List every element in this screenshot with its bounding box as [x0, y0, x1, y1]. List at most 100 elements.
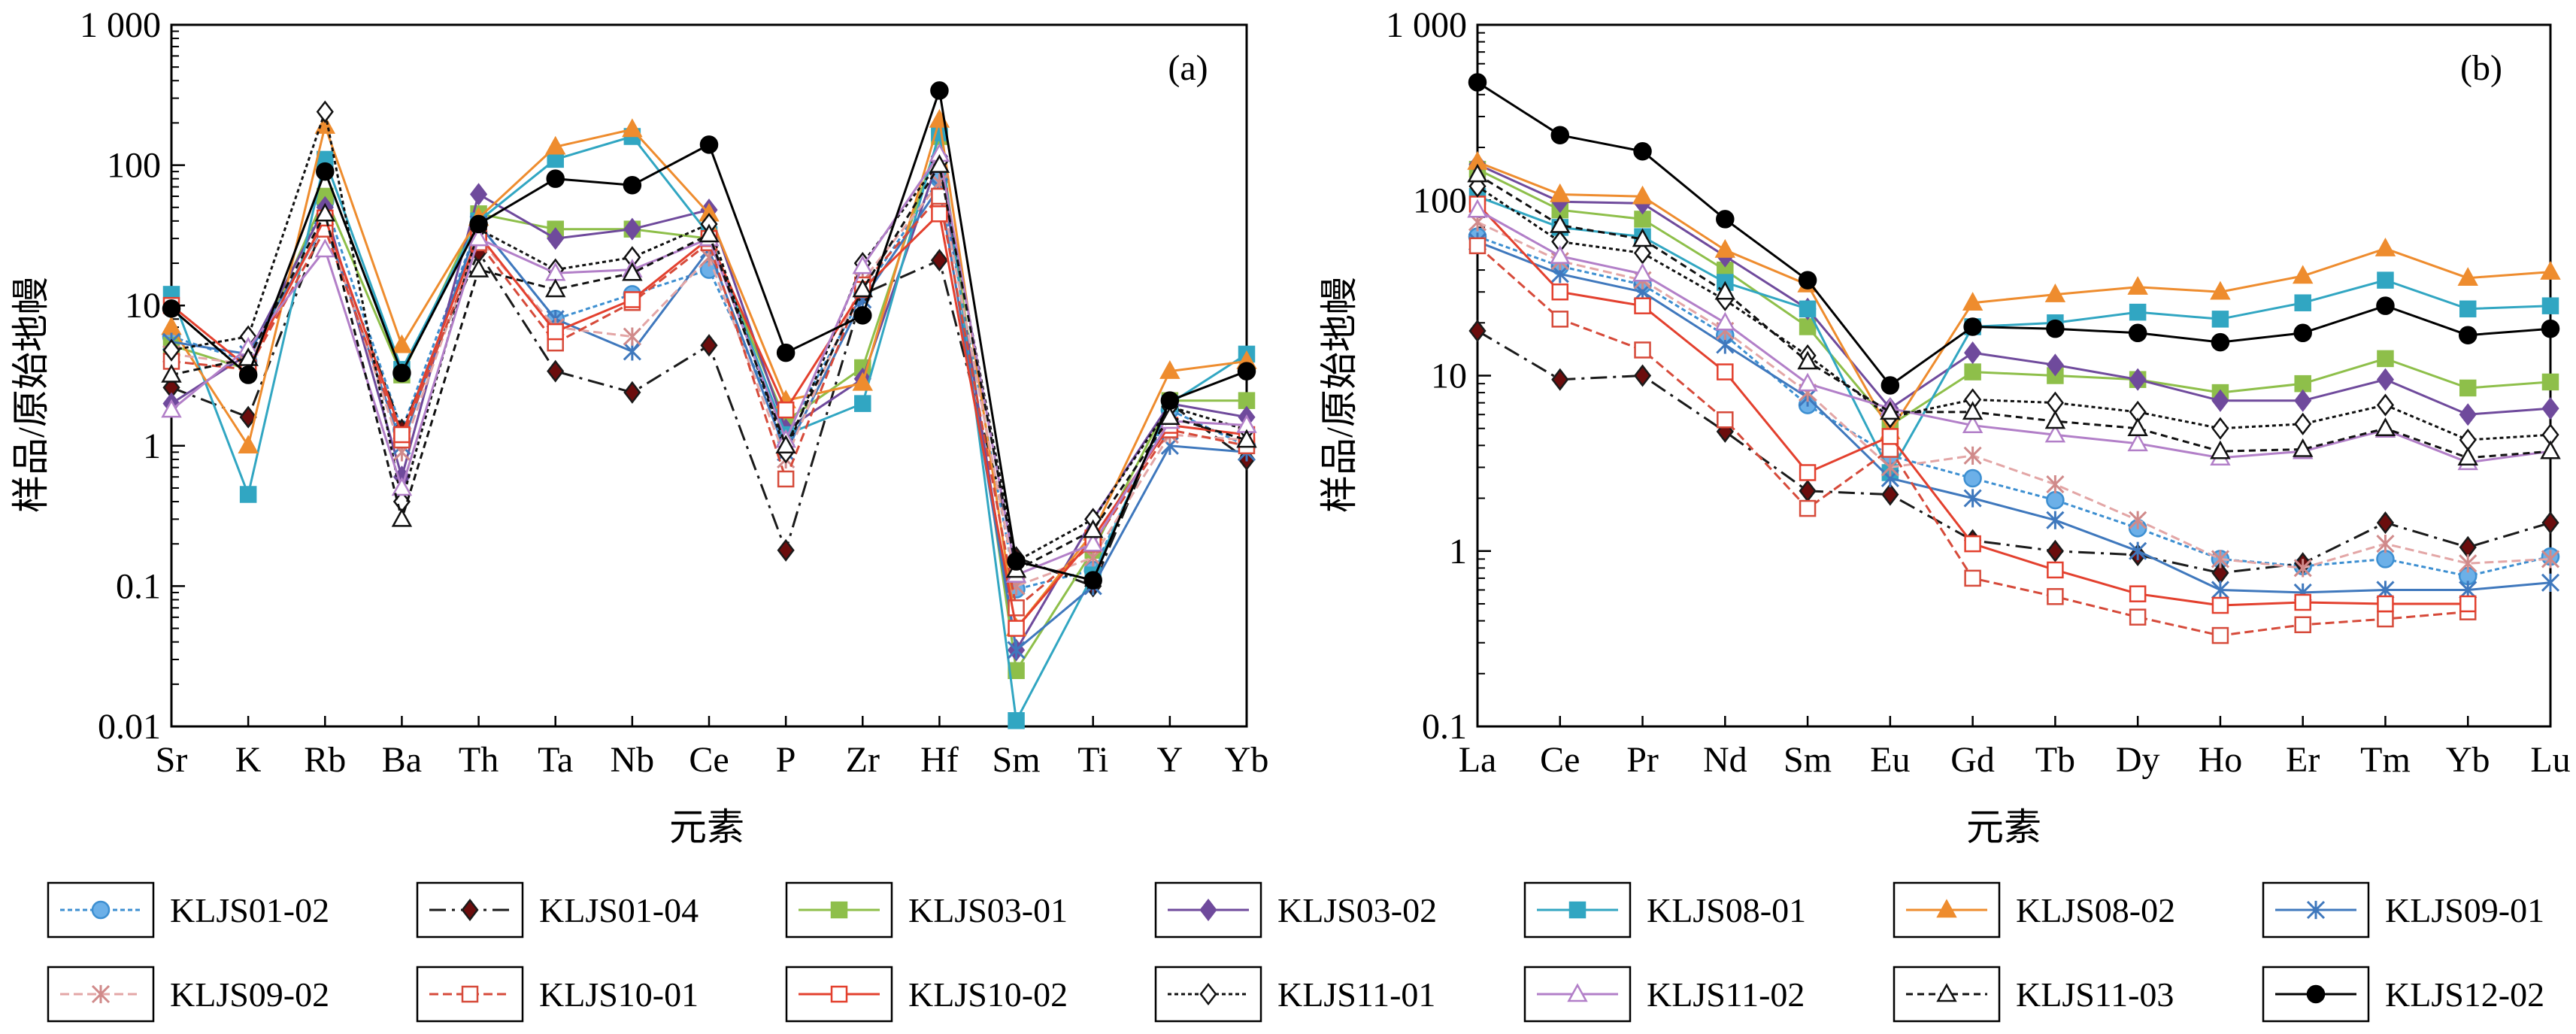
panel-b-point-kljs11-01-pr — [1633, 241, 1652, 265]
panel-a-point-kljs12-02-zr — [853, 306, 872, 325]
panel-a-point-kljs12-02-ce — [699, 135, 719, 154]
panel-a-point-kljs11-03-ce — [699, 223, 720, 243]
panel-a-spider-diagram: (a) 样品/原始地幔 元素 0.01 0.1 1 10 100 1 000 Sr K Rb Ba… — [10, 5, 1268, 848]
panel-b-point-kljs11-02-gd — [1962, 414, 1984, 433]
panel-b-point-kljs08-01-sm — [1799, 300, 1817, 318]
panel-b-point-kljs11-01-ho — [2211, 417, 2229, 440]
panel-b-y-tick-label: 10 — [1431, 356, 1467, 396]
panel-b-label: (b) — [2460, 48, 2502, 88]
panel-a-point-kljs11-01-sr — [162, 338, 180, 362]
panel-b-series-line-kljs01-04 — [1477, 329, 2551, 575]
panel-b-point-kljs10-01-gd — [1964, 569, 1981, 587]
panel-b-point-kljs08-02-lu — [2540, 261, 2561, 280]
panel-b-point-kljs03-01-lu — [2541, 373, 2559, 391]
panel-b-x-tick-label-dy: Dy — [2116, 740, 2160, 780]
legend-label-kljs10-02: KLJS10-02 — [908, 975, 1068, 1014]
legend-label-kljs08-01: KLJS08-01 — [1647, 891, 1806, 929]
panel-b-series-kljs09-02 — [1468, 213, 2560, 578]
legend-item-kljs08-02: KLJS08-02 — [1893, 881, 2175, 938]
panel-b-y-tick-label: 1 — [1449, 532, 1467, 572]
panel-a-point-kljs11-03-sr — [161, 363, 182, 383]
panel-b-point-kljs03-01-er — [2294, 374, 2311, 393]
panel-b-point-kljs11-03-la — [1467, 163, 1488, 183]
panel-a-point-kljs08-01-k — [239, 486, 257, 503]
panel-b-point-kljs11-03-dy — [2127, 417, 2148, 436]
panel-a-point-kljs01-04-p — [777, 538, 795, 562]
panel-b-point-kljs10-01-sm — [1799, 499, 1817, 517]
panel-a-x-axis-title: 元素 — [669, 806, 744, 848]
panel-b-point-kljs11-03-gd — [1962, 401, 1984, 420]
panel-a-point-kljs01-04-ce — [700, 334, 718, 357]
panel-a-x-tick-label-ba: Ba — [382, 740, 422, 780]
panel-b-point-kljs03-02-lu — [2541, 397, 2559, 420]
panel-b-point-kljs08-02-ho — [2210, 280, 2231, 300]
panel-a-point-kljs08-02-ta — [544, 135, 566, 155]
legend-label-kljs10-01: KLJS10-01 — [539, 975, 699, 1014]
panel-b-point-kljs10-01-tm — [2377, 610, 2394, 628]
panel-b-point-kljs11-03-tm — [2374, 417, 2396, 436]
panel-b-point-kljs01-04-yb — [2459, 535, 2477, 559]
panel-b-point-kljs09-02-dy — [2129, 511, 2147, 529]
panel-b-point-kljs09-01-tb — [2046, 511, 2065, 529]
legend-swatch-marker — [1199, 898, 1217, 922]
panel-b-series-line-kljs09-02 — [1477, 221, 2551, 569]
legend-swatch-marker — [1568, 901, 1587, 919]
panel-a-series-kljs12-02 — [162, 81, 1256, 590]
panel-b-point-kljs11-03-sm — [1797, 350, 1818, 370]
panel-b-series-line-kljs01-02 — [1477, 235, 2551, 578]
panel-b-point-kljs12-02-dy — [2128, 323, 2147, 343]
panel-b-point-kljs11-03-lu — [2540, 440, 2561, 459]
panel-a-x-tick-label-ta: Ta — [538, 740, 573, 780]
panel-a-point-kljs10-02-nb — [623, 291, 641, 308]
panel-b-series-kljs11-01 — [1468, 174, 2559, 452]
legend-item-kljs10-02: KLJS10-02 — [785, 966, 1068, 1023]
legend-label-kljs11-01: KLJS11-01 — [1277, 975, 1435, 1014]
panel-b-point-kljs08-01-er — [2294, 294, 2311, 311]
panel-b-point-kljs03-01-tm — [2377, 350, 2394, 368]
panel-b-point-kljs11-01-tb — [2046, 391, 2064, 414]
panel-b-point-kljs10-02-ho — [2211, 596, 2229, 614]
panel-a-y-tick-label: 0.1 — [116, 566, 161, 606]
panel-b-point-kljs08-01-lu — [2541, 297, 2559, 314]
legend-swatch-marker — [2306, 900, 2326, 920]
panel-b-x-tick-label-nd: Nd — [1703, 740, 1747, 780]
panel-b-point-kljs08-02-gd — [1962, 292, 1984, 311]
panel-b-point-kljs01-04-tb — [2046, 539, 2064, 562]
panel-a-point-kljs10-02-sm — [1008, 620, 1025, 637]
panel-b-y-tick-label: 1 000 — [1386, 5, 1467, 45]
legend-item-kljs03-02: KLJS03-02 — [1154, 881, 1437, 938]
panel-b-point-kljs10-01-tb — [2047, 588, 2064, 605]
panel-b-point-kljs12-02-tm — [2376, 296, 2395, 315]
panel-b-point-kljs11-03-yb — [2457, 447, 2478, 466]
panel-b-point-kljs10-02-dy — [2129, 585, 2147, 602]
legend-label-kljs11-03: KLJS11-03 — [2016, 975, 2174, 1014]
panel-a-point-kljs10-02-p — [777, 401, 795, 419]
legend-label-kljs12-02: KLJS12-02 — [2385, 975, 2544, 1014]
legend-swatch-marker — [830, 985, 848, 1003]
legend-item-kljs11-02: KLJS11-02 — [1523, 966, 1805, 1023]
panel-a-point-kljs01-04-ta — [547, 359, 565, 383]
panel-b-point-kljs12-02-tb — [2046, 319, 2065, 338]
panel-b-x-tick-label-tb: Tb — [2035, 740, 2075, 780]
legend-swatch-marker — [1567, 983, 1588, 1002]
panel-b-point-kljs12-02-eu — [1880, 376, 1900, 395]
panel-a-point-kljs12-02-yb — [1237, 362, 1256, 381]
panel-b-point-kljs12-02-la — [1468, 73, 1487, 92]
panel-b-point-kljs12-02-ho — [2211, 332, 2230, 352]
panel-a-y-tick-label: 1 000 — [80, 5, 161, 45]
panel-b-point-kljs12-02-gd — [1963, 317, 1982, 336]
panel-b-y-axis-title: 样品/原始地幔 — [1318, 277, 1360, 513]
panel-a-point-kljs09-02-nb — [623, 327, 641, 346]
legend-swatch-marker — [91, 984, 111, 1004]
panel-a-point-kljs11-02-th — [468, 227, 489, 247]
panel-a-point-kljs11-03-p — [775, 435, 796, 454]
panel-b-point-kljs08-02-er — [2292, 265, 2314, 284]
panel-a-x-tick-label-sm: Sm — [993, 740, 1041, 780]
panel-a-point-kljs03-02-nb — [623, 217, 641, 241]
panel-a-point-kljs08-02-ba — [391, 334, 413, 353]
panel-a-point-kljs08-02-sr — [161, 316, 182, 335]
legend-label-kljs09-01: KLJS09-01 — [2385, 891, 2544, 929]
panel-b-point-kljs01-04-ce — [1551, 368, 1569, 391]
panel-a-x-tick-label-th: Th — [459, 740, 499, 780]
